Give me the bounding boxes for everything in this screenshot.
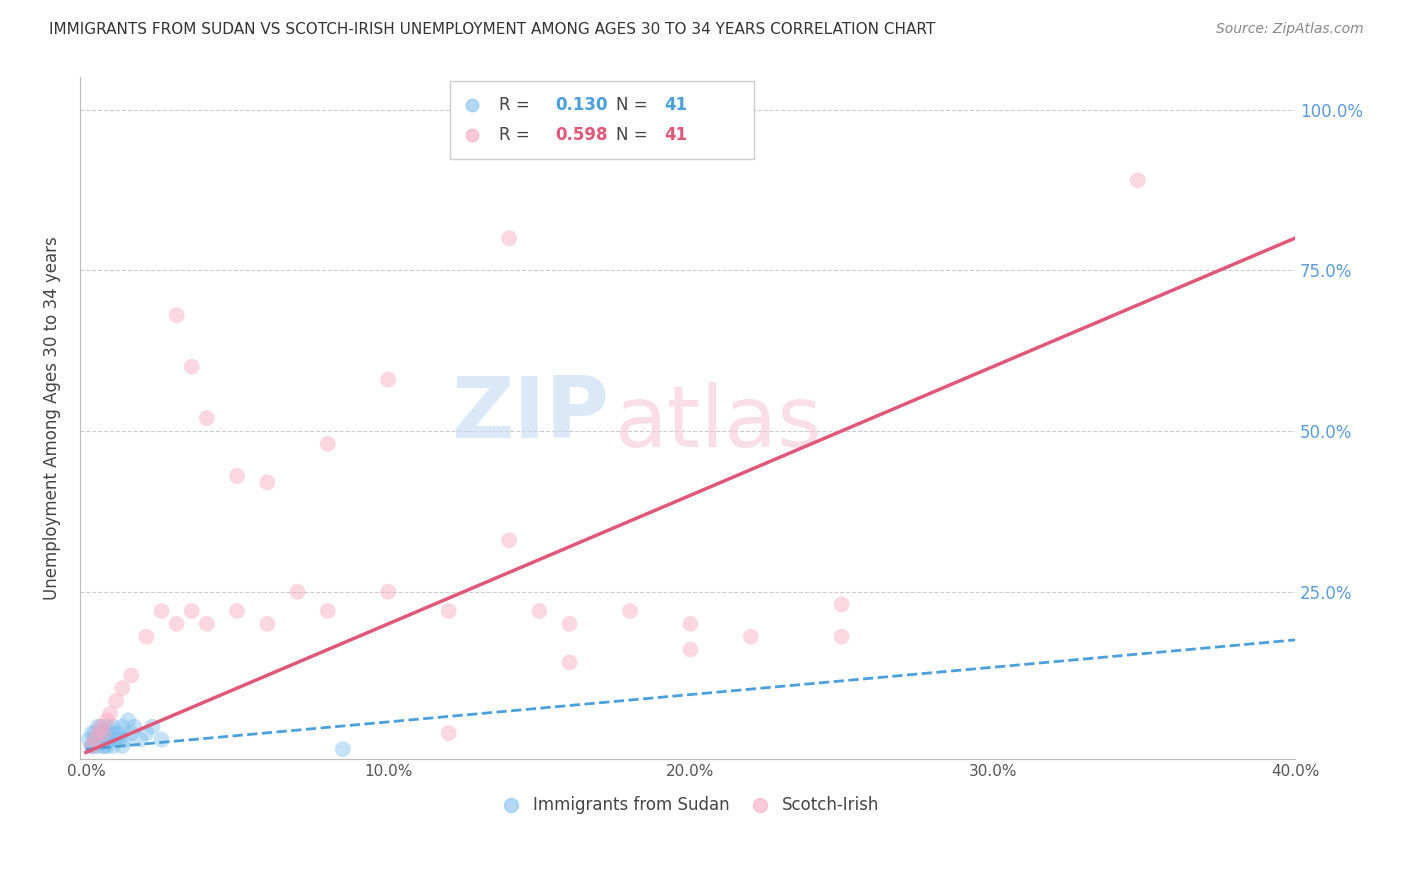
Point (77, 732, 100, 747)
Point (96, 720, 118, 734)
Point (141, 720, 163, 734)
Y-axis label: Unemployment Among Ages 30 to 34 years: Unemployment Among Ages 30 to 34 years (44, 236, 60, 600)
Point (90, 726, 112, 740)
Point (93, 732, 115, 747)
Text: R =: R = (499, 95, 530, 113)
FancyBboxPatch shape (450, 81, 754, 159)
Point (84, 732, 107, 747)
Point (80, 739, 103, 753)
Text: 41: 41 (665, 127, 688, 145)
Point (98, 706, 121, 721)
Text: Source: ZipAtlas.com: Source: ZipAtlas.com (1216, 22, 1364, 37)
Text: ZIP: ZIP (451, 373, 609, 456)
Text: N =: N = (616, 127, 647, 145)
Text: 0.130: 0.130 (555, 95, 607, 113)
Point (105, 732, 128, 747)
Point (256, 475, 278, 490)
Point (111, 720, 134, 734)
Point (120, 726, 142, 740)
Point (195, 411, 218, 425)
Point (180, 359, 202, 374)
Point (98, 732, 121, 747)
Point (98, 732, 121, 747)
Point (93, 739, 115, 753)
Point (84, 739, 107, 753)
Point (150, 604, 173, 618)
Point (111, 739, 134, 753)
Point (101, 739, 124, 753)
Point (679, 616, 702, 631)
Point (316, 437, 339, 451)
Point (96, 726, 118, 740)
Point (87, 720, 110, 734)
Point (93, 726, 115, 740)
Point (377, 584, 399, 599)
Point (108, 732, 131, 747)
Point (98, 726, 121, 740)
Text: IMMIGRANTS FROM SUDAN VS SCOTCH-IRISH UNEMPLOYMENT AMONG AGES 30 TO 34 YEARS COR: IMMIGRANTS FROM SUDAN VS SCOTCH-IRISH UN… (49, 22, 935, 37)
Point (529, 604, 551, 618)
Text: N =: N = (616, 95, 647, 113)
Point (84, 732, 107, 747)
Point (377, 373, 399, 387)
Point (740, 630, 762, 644)
Point (87, 732, 110, 747)
Text: 41: 41 (665, 95, 688, 113)
Text: atlas: atlas (614, 382, 823, 465)
Point (180, 604, 202, 618)
Point (84, 732, 107, 747)
Point (117, 713, 139, 727)
Point (498, 533, 520, 548)
Point (80, 739, 103, 753)
Point (105, 694, 128, 708)
Point (195, 616, 218, 631)
Point (90, 720, 112, 734)
Text: Immigrants from Sudan: Immigrants from Sudan (533, 797, 730, 814)
Point (558, 656, 581, 670)
Point (93, 739, 115, 753)
Point (87, 732, 110, 747)
Point (558, 616, 581, 631)
Point (150, 732, 173, 747)
Point (619, 604, 641, 618)
Point (287, 584, 309, 599)
Point (831, 630, 853, 644)
Point (498, 231, 520, 245)
Point (111, 681, 134, 695)
Text: 0.598: 0.598 (555, 127, 607, 145)
Point (87, 739, 110, 753)
Point (437, 604, 460, 618)
Point (96, 739, 118, 753)
Point (114, 732, 136, 747)
Point (135, 630, 157, 644)
Point (105, 726, 128, 740)
Point (120, 668, 142, 682)
Point (226, 469, 249, 483)
Point (90, 720, 112, 734)
Text: Scotch-Irish: Scotch-Irish (782, 797, 880, 814)
Point (108, 726, 131, 740)
Point (1126, 173, 1149, 187)
Point (332, 742, 354, 756)
Point (256, 616, 278, 631)
Point (84, 726, 107, 740)
Point (679, 642, 702, 657)
Point (129, 732, 152, 747)
Point (87, 726, 110, 740)
Point (135, 726, 157, 740)
Point (90, 726, 112, 740)
Point (101, 720, 124, 734)
Point (80, 739, 103, 753)
Point (124, 720, 146, 734)
Point (166, 616, 188, 631)
Point (96, 713, 118, 727)
Point (80, 726, 103, 740)
Point (831, 598, 853, 612)
Point (166, 308, 188, 322)
Point (437, 726, 460, 740)
Point (226, 604, 249, 618)
Point (316, 604, 339, 618)
Text: R =: R = (499, 127, 530, 145)
